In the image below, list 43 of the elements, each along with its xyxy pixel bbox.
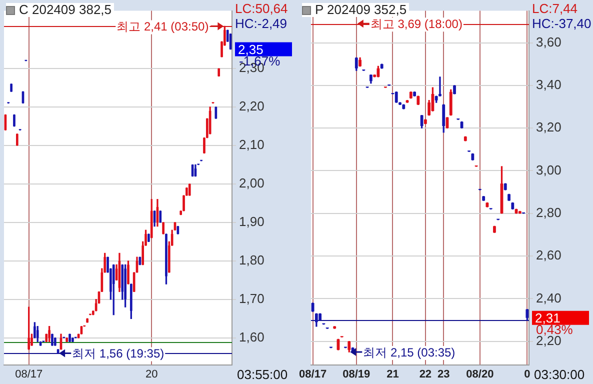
y-tick-label: 3,60 [536, 34, 562, 50]
ref-line-label: 최저 1,56 (19:35) [72, 346, 164, 361]
x-tick-label: 08/17 [15, 368, 43, 380]
ref-line-label: 최고 3,69 (18:00) [370, 16, 462, 31]
y-tick-label: 1,80 [239, 252, 264, 268]
y-tick-label: 1,70 [239, 290, 264, 306]
y-tick-label: 2,20 [239, 98, 264, 114]
text: HC:-2,49 [235, 16, 288, 32]
x-tick-label: 08/17 [299, 368, 327, 380]
y-tick-label: 3,40 [536, 77, 562, 92]
candlestick [124, 264, 126, 308]
chart-title: P 202409 352,5 [315, 2, 407, 17]
text: LC:7,44 [532, 1, 578, 16]
x-tick-label: 08/20 [466, 368, 494, 380]
y-tick-label: 1,90 [239, 214, 264, 230]
candlestick [127, 260, 130, 284]
candlestick [34, 322, 36, 338]
text: HC:-37,40 [532, 16, 592, 32]
y-tick-label: 2,10 [239, 137, 264, 152]
candlestick [48, 326, 50, 342]
x-tick-label: 23 [437, 368, 450, 380]
x-tick-label: 21 [386, 368, 399, 380]
y-tick-label: 3,00 [536, 162, 562, 178]
y-tick-label: 2,00 [239, 176, 264, 191]
x-tick-label: 20 [145, 368, 158, 380]
annotation: 최저 2,15 (03:35) [363, 345, 456, 360]
y-tick-label: 2,40 [536, 290, 562, 306]
x-tick-label: 0 [524, 368, 530, 380]
y-tick-label: 3,20 [536, 120, 562, 135]
ref-line-label: 최고 2,41 (03:50) [116, 20, 209, 34]
text: LC:50,64 [235, 1, 288, 16]
x-tick-label: 22 [419, 368, 432, 380]
candlestick [165, 234, 168, 284]
y-tick-label: 2,60 [536, 248, 562, 263]
text: 03:30:00 [534, 366, 585, 382]
y-tick-label: 2,80 [536, 204, 562, 220]
chart-title: C 202409 382,5 [19, 2, 112, 17]
candlestick [438, 76, 442, 96]
text: 2,35 [238, 42, 264, 57]
x-tick-label: 08/19 [342, 368, 370, 380]
y-tick-label: 1,60 [239, 329, 264, 344]
text: 03:55:00 [237, 366, 288, 382]
candlestick [68, 334, 71, 342]
